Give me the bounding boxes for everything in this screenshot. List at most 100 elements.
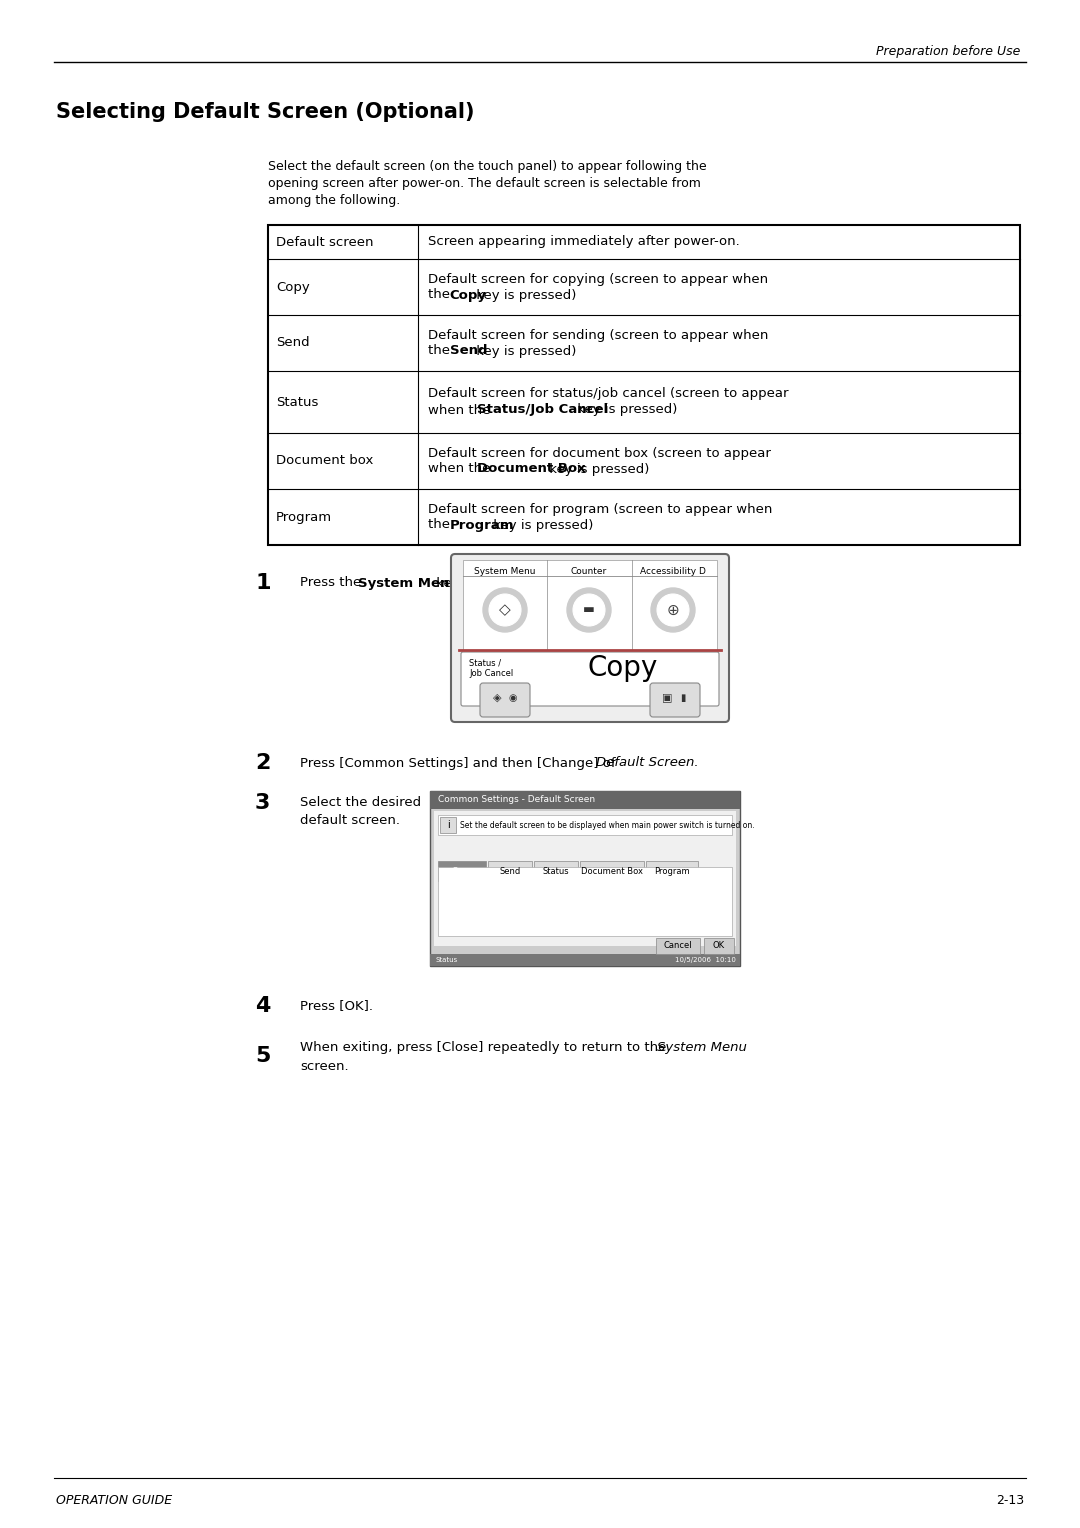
Text: key.: key.: [432, 576, 462, 590]
Text: ◉: ◉: [509, 694, 517, 703]
Text: Default screen: Default screen: [276, 235, 374, 249]
FancyBboxPatch shape: [480, 683, 530, 717]
Circle shape: [657, 594, 689, 626]
Text: OPERATION GUIDE: OPERATION GUIDE: [56, 1493, 172, 1507]
Text: Default screen for program (screen to appear when: Default screen for program (screen to ap…: [428, 503, 772, 515]
Text: Status: Status: [436, 957, 458, 963]
Text: System Menu: System Menu: [657, 1042, 747, 1054]
Text: Send: Send: [449, 344, 487, 358]
Text: System Menu: System Menu: [357, 576, 459, 590]
Text: 4: 4: [255, 996, 270, 1016]
FancyBboxPatch shape: [461, 652, 719, 706]
Bar: [463, 559, 717, 649]
Bar: [434, 811, 735, 946]
Text: Select the default screen (on the touch panel) to appear following the: Select the default screen (on the touch …: [268, 160, 706, 173]
Text: among the following.: among the following.: [268, 194, 401, 206]
Text: Common Settings - Default Screen: Common Settings - Default Screen: [438, 796, 595, 805]
Text: Copy: Copy: [449, 289, 487, 301]
Text: Default screen for copying (screen to appear when: Default screen for copying (screen to ap…: [428, 272, 768, 286]
Bar: [440, 817, 456, 833]
Text: Document Box: Document Box: [476, 463, 585, 475]
Text: Send: Send: [499, 866, 521, 876]
Text: ▮: ▮: [680, 694, 686, 703]
Text: Status: Status: [276, 396, 319, 408]
Text: Default screen for document box (screen to appear: Default screen for document box (screen …: [428, 446, 771, 460]
Text: Screen appearing immediately after power-on.: Screen appearing immediately after power…: [428, 235, 740, 249]
Text: Status: Status: [542, 866, 569, 876]
Bar: [430, 792, 740, 966]
Bar: [438, 814, 732, 834]
Text: Press [OK].: Press [OK].: [300, 999, 373, 1013]
Text: Program: Program: [449, 518, 514, 532]
Text: key is pressed): key is pressed): [472, 289, 577, 301]
Text: default screen.: default screen.: [300, 814, 400, 828]
Text: Send: Send: [276, 336, 310, 350]
Text: Accessibility D: Accessibility D: [640, 567, 706, 576]
Text: key is pressed): key is pressed): [489, 518, 594, 532]
Text: Default Screen.: Default Screen.: [596, 756, 699, 770]
Text: Copy: Copy: [588, 654, 658, 681]
Bar: [268, 225, 1020, 545]
Text: Copy: Copy: [276, 281, 310, 293]
Text: Press [Common Settings] and then [Change] of: Press [Common Settings] and then [Change…: [300, 756, 620, 770]
Text: ◇: ◇: [499, 602, 511, 617]
Text: 5: 5: [255, 1047, 270, 1067]
Circle shape: [567, 588, 611, 633]
Text: 2: 2: [255, 753, 270, 773]
Text: Document box: Document box: [276, 454, 374, 468]
Text: Default screen for sending (screen to appear when: Default screen for sending (screen to ap…: [428, 329, 768, 341]
Text: ▣: ▣: [662, 694, 672, 703]
Bar: [704, 938, 734, 953]
Text: key is pressed): key is pressed): [472, 344, 577, 358]
Text: Document Box: Document Box: [581, 866, 643, 876]
Bar: [430, 953, 740, 966]
Text: Counter: Counter: [571, 567, 607, 576]
FancyBboxPatch shape: [650, 683, 700, 717]
Circle shape: [573, 594, 605, 626]
Text: System Menu: System Menu: [474, 567, 536, 576]
Bar: [580, 860, 644, 882]
Text: Default screen for status/job cancel (screen to appear: Default screen for status/job cancel (sc…: [428, 388, 788, 400]
Bar: [430, 792, 740, 808]
Bar: [488, 860, 532, 882]
Text: Copy: Copy: [451, 866, 473, 876]
Text: when the: when the: [428, 463, 495, 475]
Bar: [438, 866, 732, 937]
Text: Status/Job Cancel: Status/Job Cancel: [476, 403, 608, 417]
Text: ⊕: ⊕: [666, 602, 679, 617]
Bar: [438, 860, 486, 882]
Circle shape: [489, 594, 521, 626]
Text: Select the desired: Select the desired: [300, 796, 421, 810]
Text: ▬: ▬: [583, 604, 595, 616]
Text: the: the: [428, 344, 455, 358]
Text: 2-13: 2-13: [996, 1493, 1024, 1507]
Text: 3: 3: [255, 793, 270, 813]
Text: the: the: [428, 289, 455, 301]
Text: Status /: Status /: [469, 659, 501, 668]
Text: Program: Program: [654, 866, 690, 876]
Text: Set the default screen to be displayed when main power switch is turned on.: Set the default screen to be displayed w…: [460, 821, 755, 830]
Text: key is pressed): key is pressed): [544, 463, 649, 475]
FancyBboxPatch shape: [451, 555, 729, 723]
Text: Job Cancel: Job Cancel: [469, 669, 513, 677]
Text: Program: Program: [276, 510, 333, 524]
Circle shape: [651, 588, 696, 633]
Text: OK: OK: [713, 941, 725, 950]
Text: Cancel: Cancel: [664, 941, 692, 950]
Text: the: the: [428, 518, 455, 532]
Text: i: i: [447, 821, 449, 830]
Text: key is pressed): key is pressed): [573, 403, 677, 417]
Text: screen.: screen.: [300, 1059, 349, 1073]
Text: Preparation before Use: Preparation before Use: [876, 46, 1020, 58]
Text: When exiting, press [Close] repeatedly to return to the: When exiting, press [Close] repeatedly t…: [300, 1042, 671, 1054]
Text: when the: when the: [428, 403, 495, 417]
Text: 1: 1: [255, 573, 270, 593]
Text: Selecting Default Screen (Optional): Selecting Default Screen (Optional): [56, 102, 474, 122]
Text: Press the: Press the: [300, 576, 365, 590]
Bar: [534, 860, 578, 882]
Text: opening screen after power-on. The default screen is selectable from: opening screen after power-on. The defau…: [268, 177, 701, 189]
Text: ◈: ◈: [492, 694, 501, 703]
Bar: [656, 938, 700, 953]
Circle shape: [483, 588, 527, 633]
Bar: [646, 860, 698, 882]
